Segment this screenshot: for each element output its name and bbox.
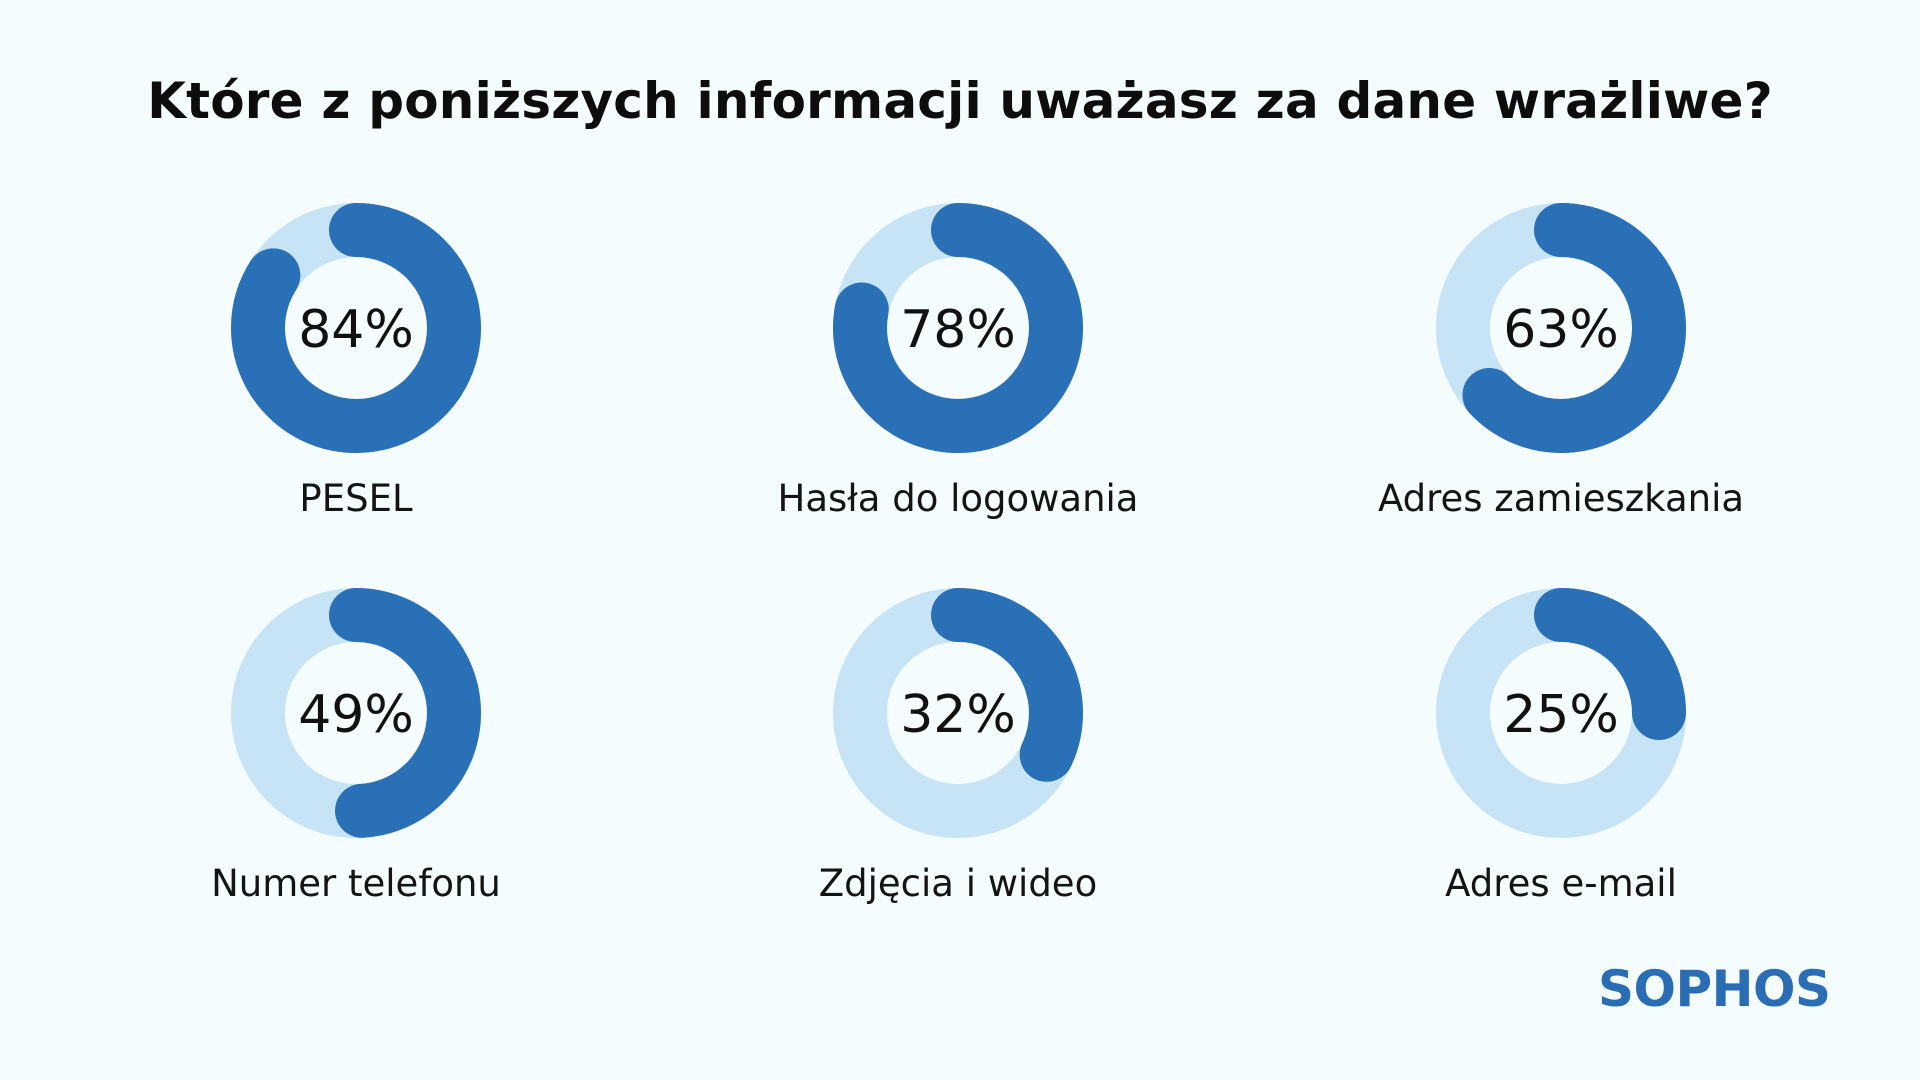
donut-category-label: PESEL bbox=[299, 477, 413, 520]
donut-value-label: 63% bbox=[1503, 300, 1619, 360]
donut-category-label: Numer telefonu bbox=[211, 862, 501, 905]
donut-5: 32% Zdjęcia i wideo bbox=[819, 588, 1097, 905]
donut-2: 78% Hasła do logowania bbox=[778, 203, 1139, 520]
chart-title: Które z poniższych informacji uważasz za… bbox=[147, 72, 1773, 130]
donut-4: 49% Numer telefonu bbox=[211, 588, 501, 905]
donut-value-label: 78% bbox=[900, 300, 1016, 360]
sophos-logo: SOPHOS bbox=[1598, 960, 1831, 1018]
donut-6: 25% Adres e-mail bbox=[1436, 588, 1686, 905]
donut-value-label: 84% bbox=[298, 300, 414, 360]
donut-category-label: Zdjęcia i wideo bbox=[819, 862, 1097, 905]
donut-value-label: 25% bbox=[1503, 685, 1619, 745]
donut-category-label: Hasła do logowania bbox=[778, 477, 1139, 520]
donut-category-label: Adres zamieszkania bbox=[1378, 477, 1744, 520]
donut-value-arc bbox=[231, 203, 481, 453]
donut-value-arc bbox=[1436, 203, 1686, 453]
donut-value-arc bbox=[833, 203, 1083, 453]
donut-category-label: Adres e-mail bbox=[1445, 862, 1677, 905]
donut-1: 84% PESEL bbox=[231, 203, 481, 520]
donut-value-arc bbox=[1436, 588, 1686, 838]
donut-3: 63% Adres zamieszkania bbox=[1378, 203, 1744, 520]
donut-value-label: 32% bbox=[900, 685, 1016, 745]
donut-value-arc bbox=[231, 588, 481, 838]
donut-value-arc bbox=[833, 588, 1083, 838]
donut-value-label: 49% bbox=[298, 685, 414, 745]
